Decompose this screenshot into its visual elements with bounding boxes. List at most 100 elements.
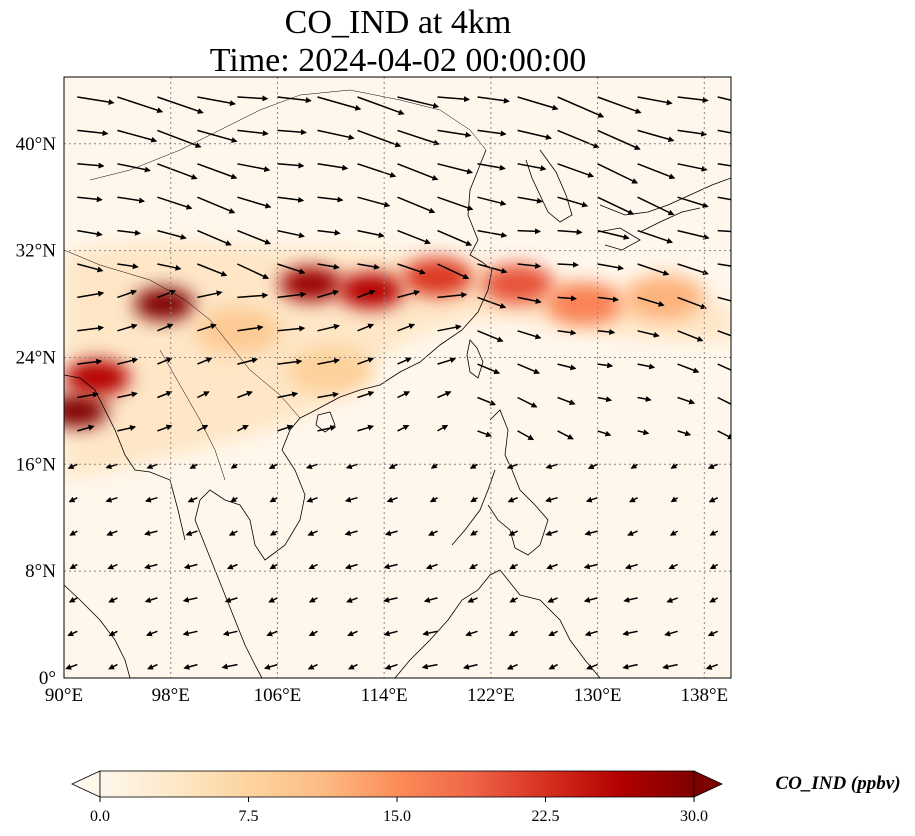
wind-arrow bbox=[105, 496, 118, 503]
wind-arrow bbox=[708, 496, 719, 503]
wind-arrow bbox=[597, 396, 613, 403]
wind-arrow bbox=[517, 296, 542, 304]
wind-arrow bbox=[146, 463, 158, 470]
wind-arrow bbox=[383, 630, 398, 637]
wind-arrow bbox=[67, 630, 78, 637]
longitude-tick-label: 90°E bbox=[45, 685, 83, 706]
wind-arrow bbox=[317, 357, 341, 365]
wind-arrow bbox=[68, 496, 78, 503]
colorbar-tick-label: 15.0 bbox=[383, 808, 411, 825]
wind-arrow bbox=[237, 390, 253, 399]
wind-arrow bbox=[557, 261, 579, 268]
wind-arrow bbox=[183, 563, 198, 570]
wind-arrow bbox=[717, 263, 731, 267]
wind-arrow bbox=[226, 563, 238, 570]
wind-arrow bbox=[597, 129, 641, 150]
wind-arrow bbox=[622, 630, 638, 637]
wind-arrow bbox=[317, 163, 349, 171]
wind-arrow bbox=[557, 96, 605, 118]
longitude-tick-label: 130°E bbox=[574, 685, 622, 706]
wind-arrow bbox=[677, 129, 708, 137]
wind-arrow bbox=[597, 163, 639, 184]
wind-arrow bbox=[717, 129, 731, 134]
wind-arrow bbox=[477, 196, 507, 206]
colorbar-under-triangle bbox=[71, 770, 101, 798]
wind-arrow bbox=[597, 430, 612, 437]
wind-arrow bbox=[437, 291, 468, 299]
wind-arrow bbox=[469, 563, 478, 570]
wind-arrow bbox=[317, 323, 340, 332]
wind-arrow bbox=[548, 630, 558, 637]
wind-arrow bbox=[317, 289, 340, 299]
wind-arrow bbox=[383, 596, 398, 603]
wind-arrow bbox=[545, 496, 558, 503]
map-title: CO_IND at 4km bbox=[284, 4, 512, 41]
wind-arrow bbox=[397, 357, 412, 365]
wind-arrow bbox=[317, 391, 339, 399]
wind-arrow bbox=[557, 163, 595, 178]
wind-arrow bbox=[357, 129, 402, 148]
latitude-tick-label: 8°N bbox=[25, 561, 56, 582]
wind-arrow bbox=[77, 263, 104, 273]
wind-arrow bbox=[470, 529, 478, 536]
wind-arrow bbox=[507, 496, 518, 503]
wind-arrow bbox=[717, 229, 731, 233]
coastlines bbox=[64, 89, 731, 678]
coastline-taiwan bbox=[466, 339, 484, 379]
longitude-tick-label: 98°E bbox=[152, 685, 190, 706]
wind-arrow bbox=[77, 162, 105, 169]
wind-arrow bbox=[509, 563, 518, 570]
wind-arrow bbox=[344, 496, 358, 503]
wind-arrow bbox=[277, 291, 307, 299]
longitude-tick-label: 114°E bbox=[361, 685, 408, 706]
wind-arrow bbox=[677, 330, 704, 342]
wind-arrow bbox=[717, 430, 731, 440]
colorbar-tick-label: 22.5 bbox=[532, 808, 560, 825]
wind-arrow bbox=[637, 429, 650, 436]
wind-arrow bbox=[477, 163, 506, 171]
wind-arrow bbox=[357, 96, 405, 115]
wind-arrow bbox=[397, 196, 436, 214]
wind-arrow bbox=[557, 129, 600, 149]
plume-hotspot bbox=[64, 359, 130, 396]
wind-arrow bbox=[157, 129, 202, 148]
wind-arrow bbox=[269, 496, 278, 503]
wind-arrow bbox=[308, 596, 318, 603]
wind-arrow bbox=[517, 196, 543, 204]
wind-arrow bbox=[437, 196, 474, 211]
latitude-tick-label: 0° bbox=[39, 668, 56, 689]
wind-arrow bbox=[557, 430, 574, 440]
wind-arrow bbox=[157, 424, 173, 432]
wind-arrow bbox=[437, 129, 472, 138]
coastline-myanmar bbox=[64, 374, 186, 541]
wind-arrow bbox=[268, 597, 278, 603]
longitude-tick-labels: 90°E 98°E 106°E 114°E 122°E 130°E 138°E bbox=[45, 685, 728, 706]
plume-hotspot bbox=[545, 282, 623, 326]
wind-arrow bbox=[277, 391, 299, 399]
wind-arrow bbox=[637, 96, 673, 106]
coastline-sumatra bbox=[64, 584, 131, 678]
wind-arrow bbox=[677, 363, 700, 374]
wind-arrow bbox=[585, 663, 598, 670]
wind-arrow bbox=[637, 363, 656, 370]
wind-arrow bbox=[707, 630, 719, 637]
wind-arrow bbox=[147, 663, 158, 670]
wind-arrow bbox=[470, 496, 478, 503]
wind-arrow bbox=[77, 196, 103, 203]
wind-arrow bbox=[705, 663, 718, 670]
longitude-tick-label: 106°E bbox=[254, 685, 302, 706]
wind-arrow bbox=[717, 396, 731, 408]
wind-arrow bbox=[677, 396, 696, 405]
colorbar-tick-label: 0.0 bbox=[90, 808, 110, 825]
wind-arrow bbox=[157, 323, 174, 332]
wind-arrow bbox=[637, 296, 665, 307]
wind-arrow bbox=[117, 391, 138, 399]
wind-arrow bbox=[467, 597, 478, 603]
wind-arrow bbox=[108, 663, 118, 670]
wind-arrow bbox=[437, 324, 462, 332]
wind-arrow bbox=[77, 290, 105, 299]
wind-arrow bbox=[397, 289, 421, 299]
wind-arrow bbox=[317, 425, 337, 432]
wind-arrow bbox=[383, 563, 398, 570]
wind-arrow bbox=[583, 563, 598, 570]
